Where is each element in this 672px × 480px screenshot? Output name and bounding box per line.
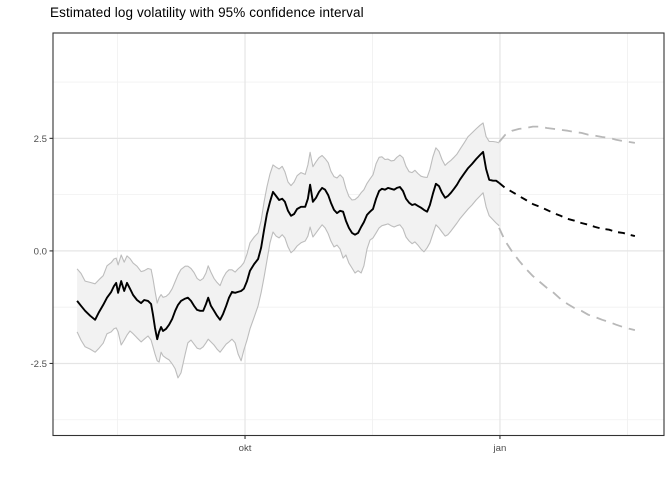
forecast-lower-line	[498, 227, 636, 331]
x-tick-label: okt	[239, 443, 252, 454]
y-tick-label: 2.5	[34, 134, 47, 145]
panel-border	[52, 32, 665, 437]
chart-title: Estimated log volatility with 95% confid…	[50, 5, 364, 20]
y-tick-label: -2.5	[30, 359, 47, 370]
y-tick-label: 0.0	[34, 246, 47, 257]
estimate-line	[76, 150, 500, 341]
ci-upper-line	[76, 122, 500, 304]
forecast-line	[498, 182, 636, 238]
ci-lower-line	[76, 192, 500, 379]
confidence-band	[77, 123, 500, 378]
forecast-upper-line	[498, 125, 636, 144]
x-tick-label: jan	[493, 443, 507, 454]
